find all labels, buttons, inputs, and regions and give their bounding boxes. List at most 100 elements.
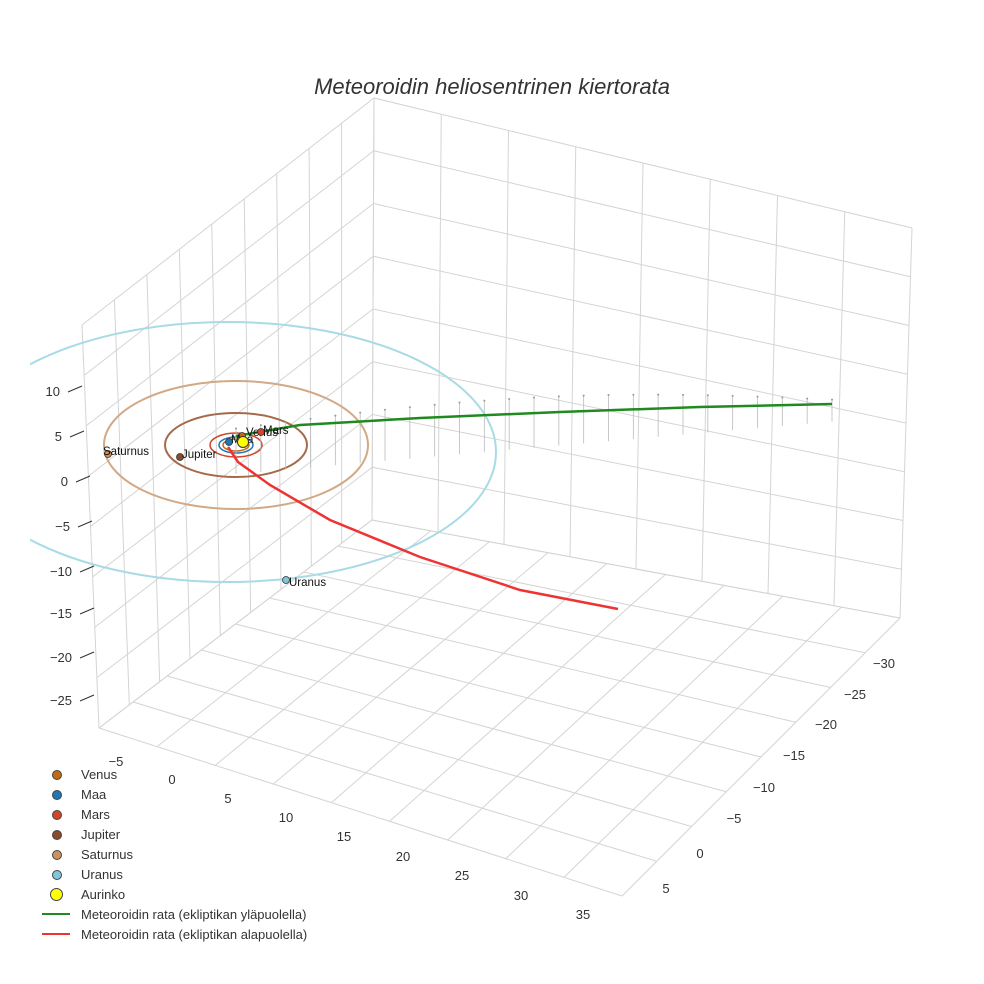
y-tick-label: −25 bbox=[844, 687, 866, 702]
floor-grid-line bbox=[201, 649, 727, 793]
x-tick-label: 15 bbox=[337, 829, 351, 844]
z-tick-label: −25 bbox=[50, 693, 72, 708]
z-tick-label: −20 bbox=[50, 650, 72, 665]
legend-item-venus[interactable]: Venus bbox=[40, 764, 307, 784]
floor-grid-line bbox=[167, 675, 692, 827]
legend-item-jupiter[interactable]: Jupiter bbox=[40, 824, 307, 844]
y-tick-label: −30 bbox=[873, 656, 895, 671]
drop-point bbox=[384, 408, 386, 411]
x-tick-label: 35 bbox=[576, 907, 590, 922]
x-tick-label: 20 bbox=[396, 849, 410, 864]
legend-label-rata-alapuolella: Meteoroidin rata (ekliptikan alapuolella… bbox=[81, 926, 308, 942]
legend-item-aurinko[interactable]: Aurinko bbox=[40, 884, 307, 904]
legend-marker-venus bbox=[52, 770, 62, 780]
planet-label-jupiter: Jupiter bbox=[182, 449, 217, 461]
orbit-uranus bbox=[30, 321, 497, 583]
x-tick-label: 30 bbox=[514, 888, 528, 903]
z-tick-mark bbox=[77, 520, 93, 528]
wall-grid-line bbox=[96, 466, 373, 679]
legend-item-maa[interactable]: Maa bbox=[40, 784, 307, 804]
legend-marker-jupiter bbox=[52, 830, 62, 840]
z-tick-label: −15 bbox=[50, 606, 72, 621]
legend-line-green bbox=[42, 913, 70, 915]
wall-grid-line bbox=[373, 150, 911, 278]
planet-mars bbox=[257, 428, 265, 436]
z-tick-mark bbox=[75, 475, 91, 483]
wall-grid-line bbox=[85, 203, 374, 427]
legend-label-maa: Maa bbox=[81, 786, 107, 802]
drop-point bbox=[756, 395, 759, 398]
z-tick-label: 10 bbox=[46, 384, 60, 399]
floor-grid-line bbox=[132, 701, 657, 862]
wall-grid-line bbox=[373, 255, 908, 375]
wall-grid-line bbox=[83, 150, 375, 376]
drop-point bbox=[359, 411, 362, 414]
legend-label-rata-ylapuolella: Meteoroidin rata (ekliptikan yläpuolella… bbox=[81, 906, 307, 922]
wall-grid-line bbox=[373, 97, 913, 229]
y-tick-label: 0 bbox=[696, 846, 703, 861]
x-tick-label: 0 bbox=[168, 772, 175, 787]
z-tick-mark bbox=[79, 607, 95, 615]
floor-grid-line bbox=[303, 571, 831, 688]
legend-item-mars[interactable]: Mars bbox=[40, 804, 307, 824]
chart-title: Meteoroidin heliosentrinen kiertorata bbox=[314, 74, 670, 99]
legend: Venus Maa Mars Jupiter Saturnus Uranus A… bbox=[40, 764, 307, 944]
wall-grid-line bbox=[371, 519, 901, 619]
drop-point bbox=[235, 427, 237, 430]
trajectory-above bbox=[235, 402, 833, 438]
floor-grid-line bbox=[269, 597, 796, 723]
wall-grid-line bbox=[90, 308, 374, 527]
orbit-saturnus bbox=[103, 380, 369, 510]
legend-marker-mars bbox=[52, 810, 62, 820]
drop-point bbox=[408, 406, 411, 409]
drop-point bbox=[259, 424, 262, 427]
y-tick-label: −10 bbox=[753, 780, 775, 795]
floor-grid-line bbox=[235, 623, 762, 758]
sun-marker bbox=[237, 436, 249, 448]
z-tick-mark bbox=[79, 565, 95, 573]
wall-grid-line bbox=[88, 255, 374, 477]
planet-label-saturnus: Saturnus bbox=[103, 446, 149, 458]
drop-point bbox=[309, 417, 312, 420]
legend-marker-saturnus bbox=[52, 850, 62, 860]
wall-grid-line bbox=[94, 414, 373, 628]
orbit-jupiter bbox=[164, 412, 308, 478]
legend-label-venus: Venus bbox=[81, 766, 118, 782]
drop-point bbox=[657, 393, 660, 396]
y-tick-label: −20 bbox=[815, 717, 837, 732]
drop-point bbox=[682, 393, 684, 396]
drop-point bbox=[781, 396, 784, 399]
z-tick-label: 5 bbox=[55, 429, 62, 444]
legend-label-mars: Mars bbox=[81, 806, 110, 822]
x-tick-label: −5 bbox=[109, 754, 124, 769]
drop-point bbox=[334, 414, 337, 417]
legend-label-aurinko: Aurinko bbox=[81, 886, 126, 902]
drop-point bbox=[806, 397, 809, 400]
legend-item-rata-ylapuolella[interactable]: Meteoroidin rata (ekliptikan yläpuolella… bbox=[40, 904, 307, 924]
legend-item-rata-alapuolella[interactable]: Meteoroidin rata (ekliptikan alapuolella… bbox=[40, 924, 307, 944]
x-tick-label: 5 bbox=[224, 791, 231, 806]
legend-item-saturnus[interactable]: Saturnus bbox=[40, 844, 307, 864]
wall-grid-line bbox=[92, 361, 374, 578]
drop-point bbox=[557, 395, 560, 398]
wall-grid-line bbox=[372, 308, 907, 424]
legend-label-jupiter: Jupiter bbox=[81, 826, 121, 842]
drop-point bbox=[607, 394, 610, 397]
z-tick-mark bbox=[79, 694, 95, 702]
wall-grid-line bbox=[372, 414, 904, 521]
planet-uranus bbox=[282, 576, 290, 584]
legend-marker-aurinko bbox=[50, 888, 63, 901]
y-tick-label: −15 bbox=[783, 748, 805, 763]
drop-point bbox=[284, 420, 287, 423]
planet-maa bbox=[225, 438, 233, 446]
z-tick-mark bbox=[69, 430, 85, 438]
planet-jupiter bbox=[176, 453, 184, 461]
x-tick-label: 25 bbox=[455, 868, 469, 883]
drop-point bbox=[483, 399, 486, 402]
drop-point bbox=[632, 393, 635, 396]
legend-item-uranus[interactable]: Uranus bbox=[40, 864, 307, 884]
drop-point bbox=[731, 394, 734, 397]
z-tick-label: −5 bbox=[55, 519, 70, 534]
wall-grid-line bbox=[98, 519, 373, 729]
